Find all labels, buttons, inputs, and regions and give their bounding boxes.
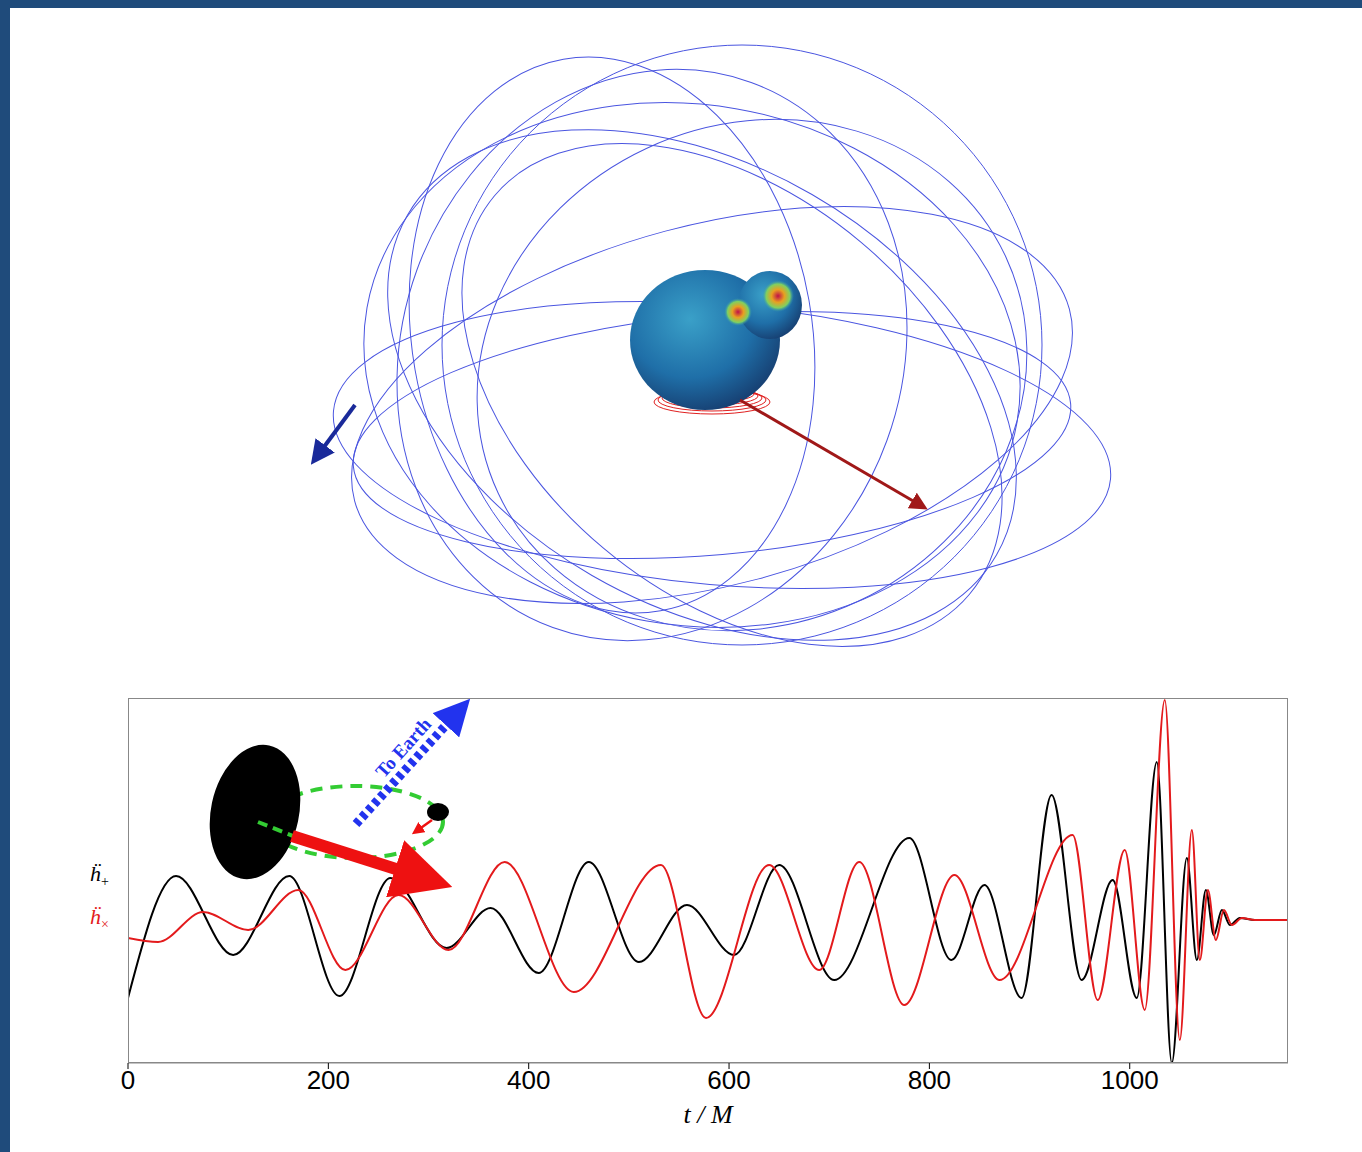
svg-text:t / M: t / M xyxy=(683,1100,733,1129)
html-text:ḧ+: ḧ+ xyxy=(90,861,109,890)
svg-text:600: 600 xyxy=(707,1065,750,1095)
svg-text:0: 0 xyxy=(121,1065,135,1095)
svg-text:1000: 1000 xyxy=(1101,1065,1159,1095)
svg-text:200: 200 xyxy=(307,1065,350,1095)
html-text:ḧ×: ḧ× xyxy=(90,904,109,933)
svg-text:800: 800 xyxy=(908,1065,951,1095)
svg-text:400: 400 xyxy=(507,1065,550,1095)
svg-text:To Earth: To Earth xyxy=(371,713,436,781)
